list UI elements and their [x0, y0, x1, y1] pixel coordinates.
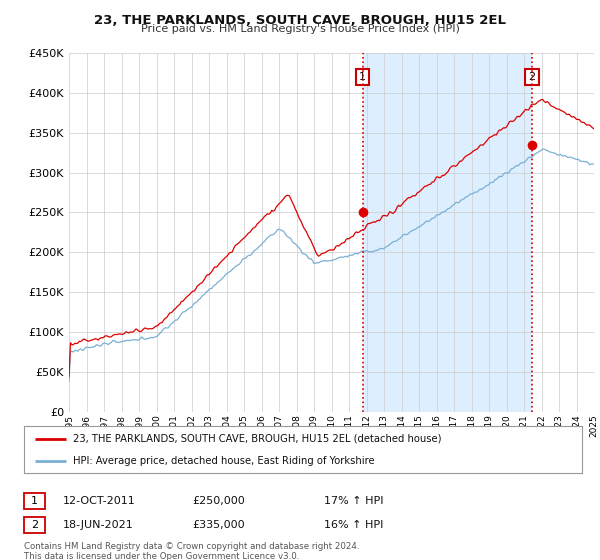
Text: 2: 2: [529, 72, 536, 82]
Text: 18-JUN-2021: 18-JUN-2021: [63, 520, 134, 530]
Text: 2: 2: [31, 520, 38, 530]
Text: £250,000: £250,000: [192, 496, 245, 506]
Text: 17% ↑ HPI: 17% ↑ HPI: [324, 496, 383, 506]
Text: 12-OCT-2011: 12-OCT-2011: [63, 496, 136, 506]
Text: HPI: Average price, detached house, East Riding of Yorkshire: HPI: Average price, detached house, East…: [73, 456, 375, 466]
Text: 23, THE PARKLANDS, SOUTH CAVE, BROUGH, HU15 2EL: 23, THE PARKLANDS, SOUTH CAVE, BROUGH, H…: [94, 14, 506, 27]
Text: 1: 1: [359, 72, 366, 82]
Text: Price paid vs. HM Land Registry's House Price Index (HPI): Price paid vs. HM Land Registry's House …: [140, 24, 460, 34]
Text: 23, THE PARKLANDS, SOUTH CAVE, BROUGH, HU15 2EL (detached house): 23, THE PARKLANDS, SOUTH CAVE, BROUGH, H…: [73, 434, 442, 444]
Text: Contains HM Land Registry data © Crown copyright and database right 2024.
This d: Contains HM Land Registry data © Crown c…: [24, 542, 359, 560]
Text: £335,000: £335,000: [192, 520, 245, 530]
Text: 16% ↑ HPI: 16% ↑ HPI: [324, 520, 383, 530]
Text: 1: 1: [31, 496, 38, 506]
Bar: [362, 53, 532, 412]
